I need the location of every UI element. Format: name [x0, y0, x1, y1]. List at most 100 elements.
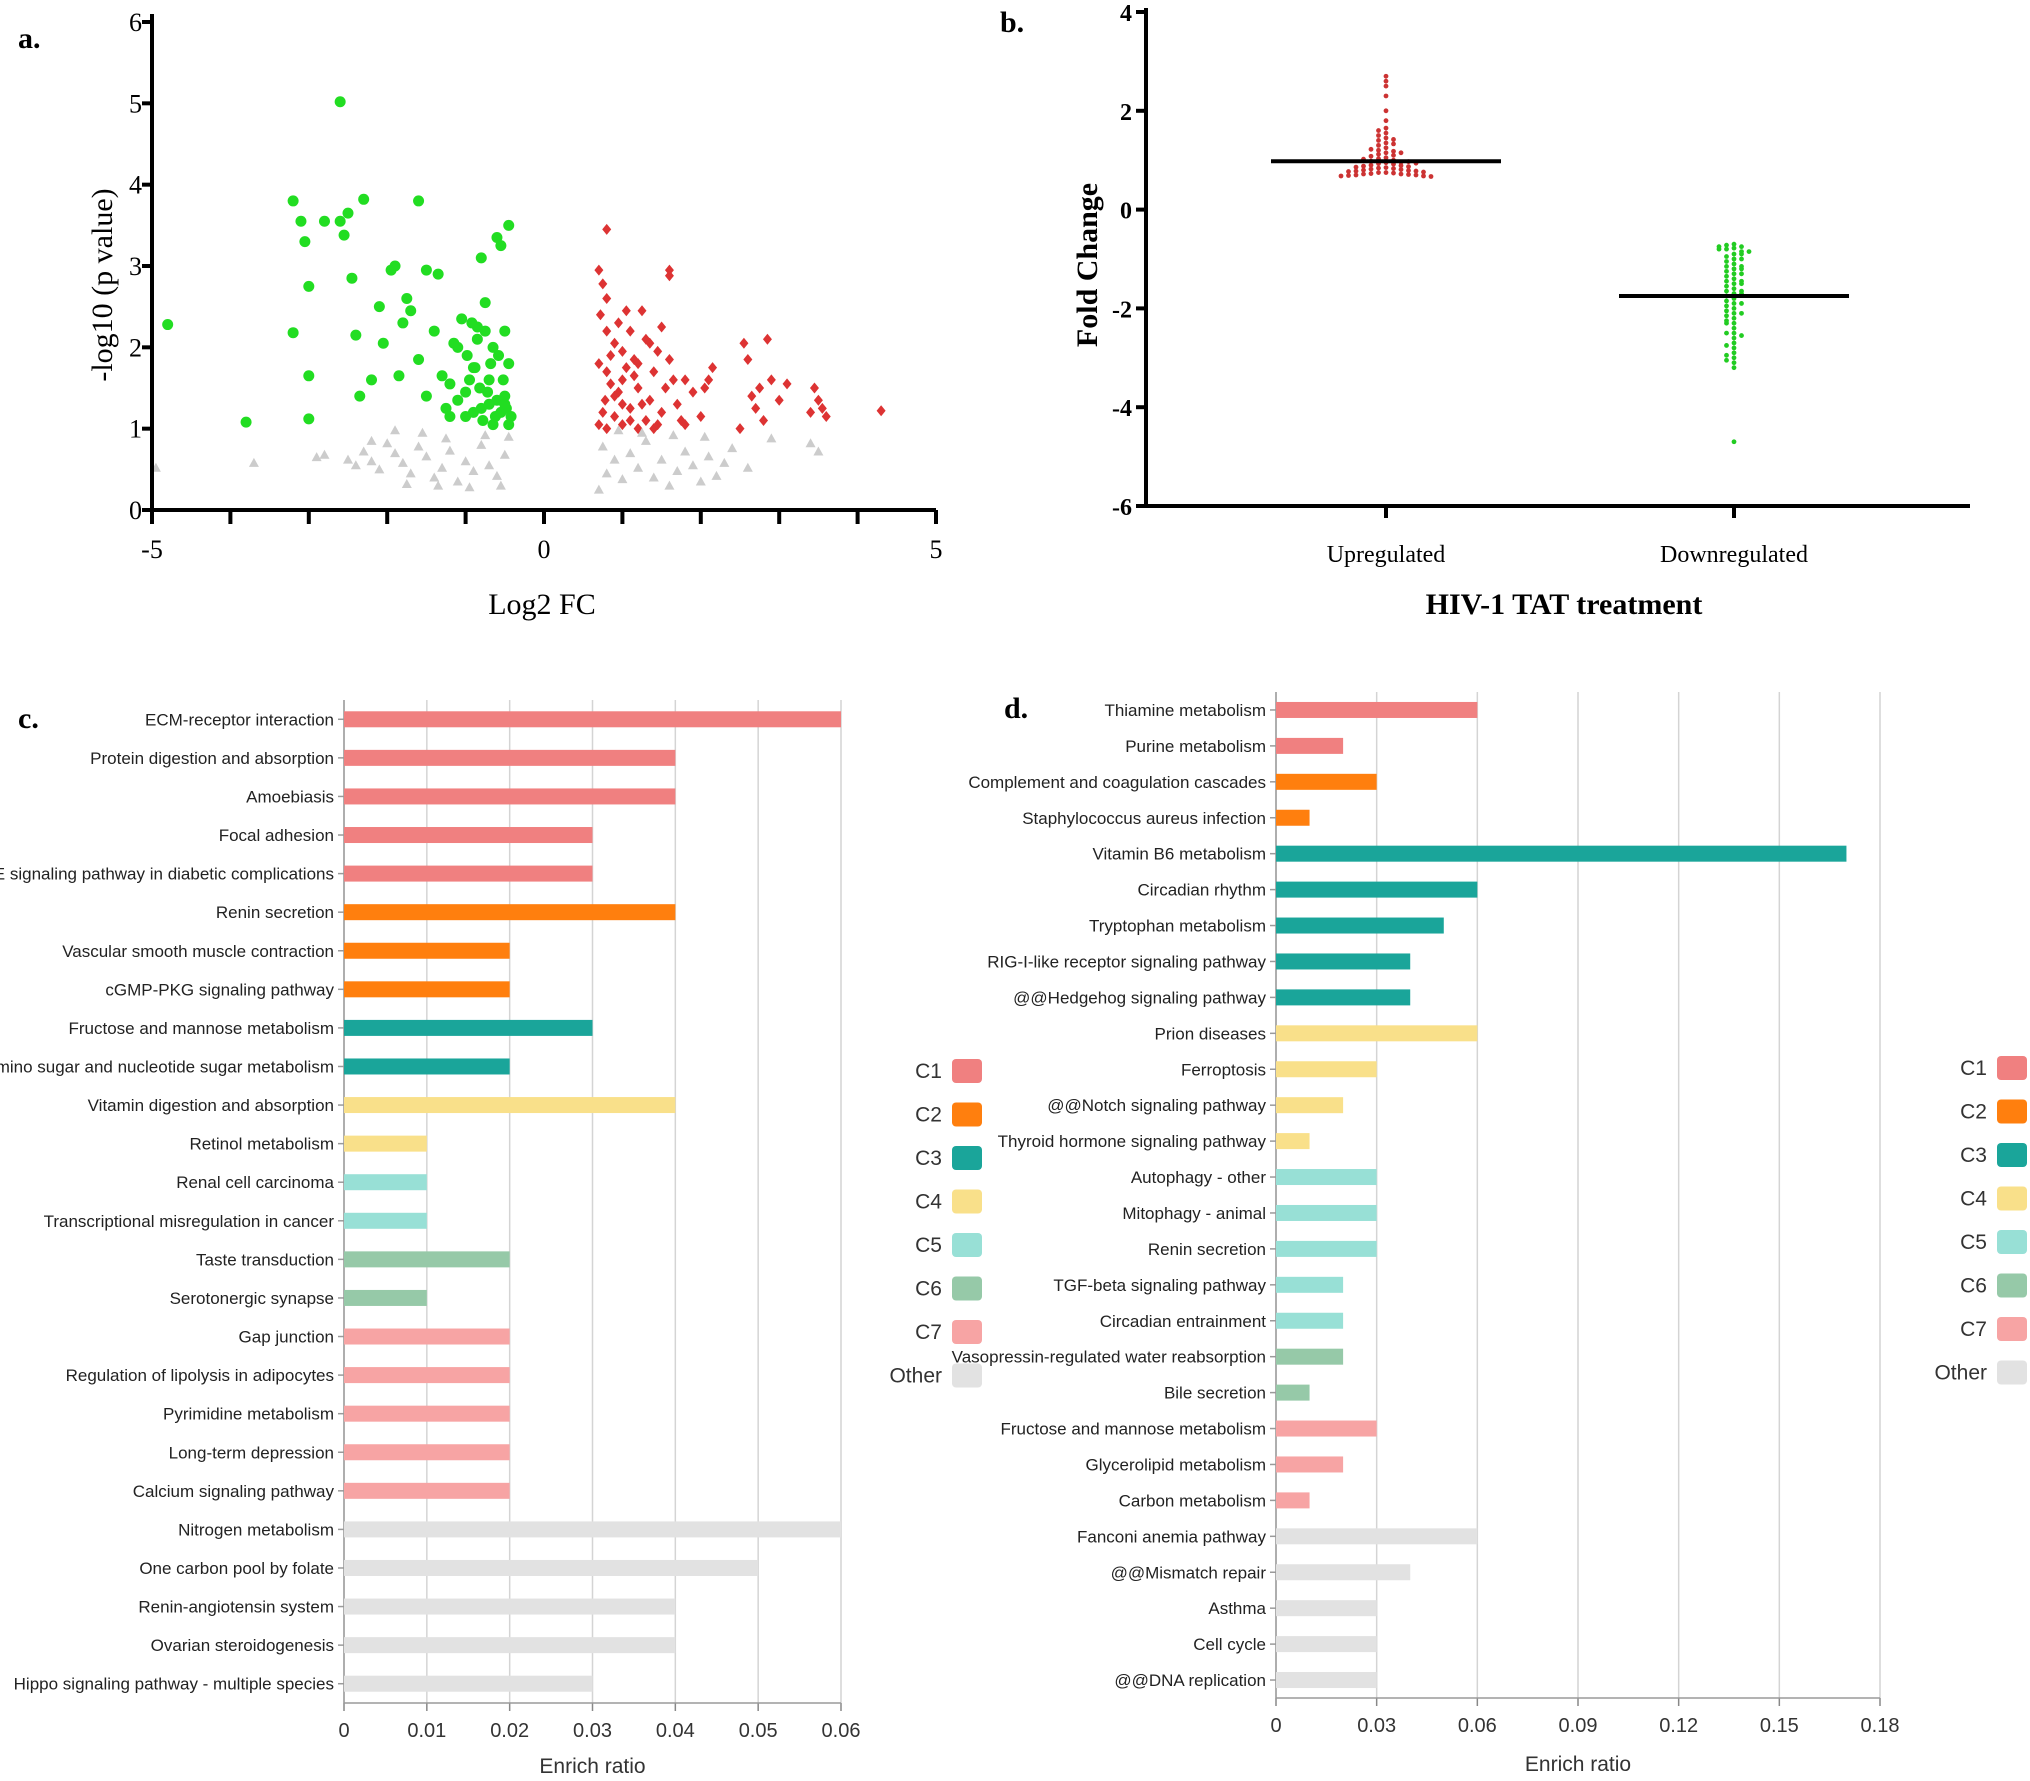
- volcano-point-up: [664, 270, 674, 282]
- bar: [344, 1135, 427, 1152]
- dot-point: [1739, 256, 1744, 262]
- dot-point: [1724, 357, 1729, 363]
- panel-a-xlabel: Log2 FC: [488, 588, 596, 621]
- volcano-point-up: [633, 382, 643, 394]
- volcano-point-up: [641, 415, 651, 427]
- x-tick-label: -5: [141, 535, 163, 564]
- dot-point: [1376, 147, 1381, 153]
- dot-point: [1376, 138, 1381, 143]
- volcano-point-down: [505, 410, 517, 422]
- volcano-point-down: [420, 264, 432, 276]
- dot-point: [1406, 168, 1411, 173]
- dot-point: [1398, 163, 1404, 169]
- legend-swatch: [952, 1146, 982, 1170]
- volcano-point-up: [672, 398, 682, 410]
- volcano-point-ns: [597, 441, 608, 451]
- volcano-point-down: [413, 354, 425, 366]
- panel-a: a. 0 1 2 3 4 5 6 -5 0 5 Log2 FC -log10 (p value): [18, 8, 943, 621]
- dot-point: [1391, 141, 1396, 147]
- dot-point: [1739, 244, 1744, 250]
- volcano-point-ns: [468, 465, 479, 475]
- dot-point: [1724, 330, 1729, 336]
- volcano-point-ns: [390, 425, 401, 435]
- volcano-point-down: [471, 333, 483, 345]
- x-tick-label: 0.06: [822, 1720, 861, 1742]
- volcano-point-ns: [668, 430, 679, 440]
- volcano-point-ns: [495, 480, 506, 490]
- bar-label: Transcriptional misregulation in cancer: [44, 1212, 335, 1231]
- volcano-point-down: [477, 415, 489, 427]
- volcano-point-ns: [680, 446, 691, 456]
- y-tick-label: 0: [129, 496, 142, 525]
- bar: [344, 1328, 510, 1345]
- volcano-point-down: [295, 215, 307, 227]
- dot-point: [1731, 360, 1737, 366]
- volcano-point-ns: [633, 462, 644, 472]
- volcano-point-ns: [805, 438, 816, 448]
- bar: [1276, 1025, 1478, 1042]
- dot-point: [1746, 249, 1752, 254]
- bar: [1276, 809, 1310, 826]
- y-tick-label: 5: [129, 89, 142, 118]
- bar-label: Pyrimidine metabolism: [163, 1405, 334, 1424]
- dot-point: [1376, 151, 1381, 157]
- dot-point: [1428, 174, 1434, 179]
- dot-point: [1413, 168, 1419, 174]
- panel-b-ylabel: Fold Change: [1071, 183, 1104, 347]
- y-tick-label: 4: [1120, 1, 1132, 27]
- volcano-point-down: [373, 301, 385, 313]
- legend-swatch: [1997, 1230, 2027, 1254]
- dot-point: [1724, 264, 1729, 269]
- dot-point: [1724, 259, 1729, 264]
- volcano-point-ns: [437, 462, 448, 472]
- legend-label: C7: [915, 1321, 942, 1344]
- volcano-point-ns: [613, 425, 624, 435]
- volcano-point-ns: [699, 431, 710, 441]
- bar-label: Vascular smooth muscle contraction: [62, 942, 334, 961]
- volcano-point-up: [735, 423, 745, 435]
- volcano-point-up: [688, 386, 698, 398]
- volcano-point-ns: [711, 470, 722, 480]
- volcano-point-ns: [503, 431, 514, 441]
- volcano-point-down: [487, 341, 499, 353]
- volcano-point-up: [680, 374, 690, 386]
- dot-point: [1361, 163, 1366, 169]
- bar: [344, 1598, 676, 1615]
- volcano-point-down: [393, 370, 405, 382]
- bar: [344, 942, 510, 959]
- bar-label: RIG-I-like receptor signaling pathway: [987, 952, 1266, 971]
- volcano-point-ns: [480, 430, 491, 440]
- panel-c-label: c.: [18, 702, 39, 735]
- volcano-point-down: [405, 305, 417, 317]
- bar-label: Bile secretion: [1164, 1384, 1266, 1403]
- bar: [1276, 1456, 1344, 1473]
- panel-a-label: a.: [18, 22, 41, 55]
- y-tick-label: -4: [1112, 396, 1132, 422]
- volcano-point-up: [817, 402, 827, 414]
- bar-label: Vasopressin-regulated water reabsorption: [952, 1348, 1266, 1367]
- legend-label: C2: [1960, 1101, 1987, 1124]
- x-category-label: Upregulated: [1327, 542, 1446, 568]
- volcano-point-ns: [648, 472, 659, 482]
- bar-label: Complement and coagulation cascades: [968, 773, 1266, 792]
- x-tick-label: 0: [538, 535, 551, 564]
- bar: [1276, 989, 1411, 1006]
- legend-label: C1: [915, 1060, 942, 1083]
- volcano-point-up: [876, 405, 886, 417]
- x-tick-label: 0.18: [1861, 1715, 1900, 1737]
- volcano-point-up: [739, 337, 749, 349]
- volcano-point-down: [240, 416, 252, 428]
- volcano-point-down: [491, 232, 503, 244]
- volcano-point-down: [377, 337, 389, 349]
- volcano-point-down: [413, 195, 425, 207]
- x-tick-label: 0: [1270, 1715, 1281, 1737]
- volcano-point-down: [354, 390, 366, 402]
- dot-point: [1731, 276, 1737, 282]
- bar: [1276, 953, 1411, 970]
- bar: [1276, 1600, 1377, 1617]
- dot-point: [1739, 333, 1744, 338]
- volcano-point-up: [613, 386, 623, 398]
- volcano-point-down: [346, 272, 358, 284]
- legend-swatch: [1997, 1317, 2027, 1341]
- bar: [344, 981, 510, 998]
